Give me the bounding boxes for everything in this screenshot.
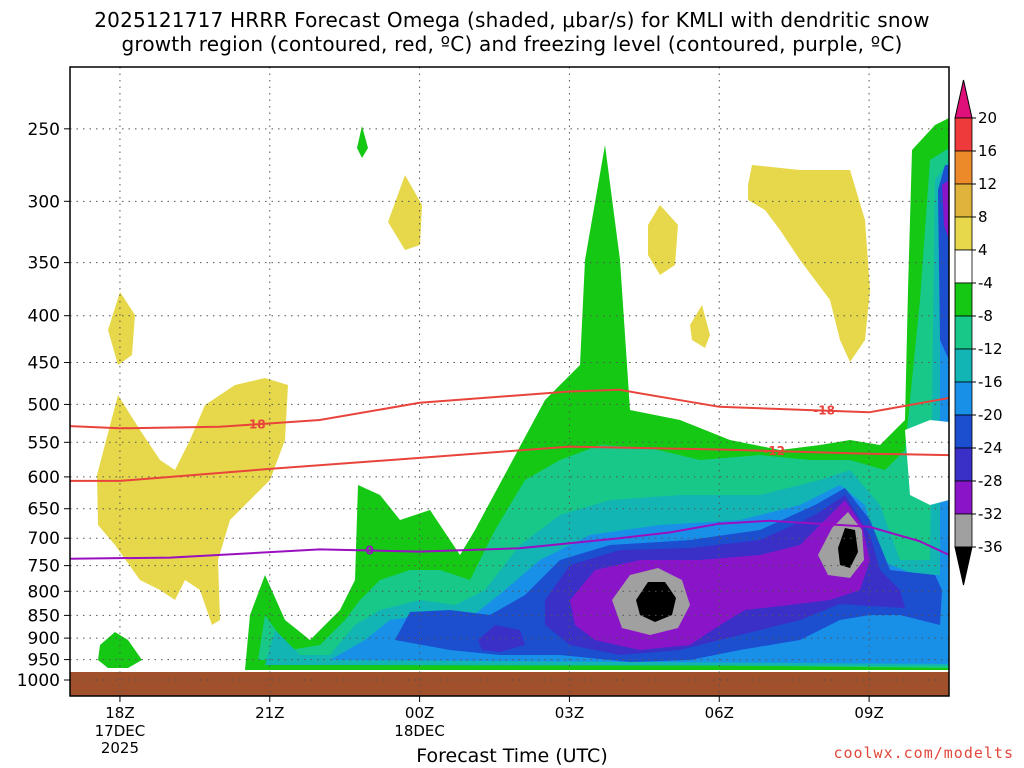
y-tick-label: 450 (28, 354, 60, 374)
omega-region-plus4-left (97, 378, 288, 625)
x-tick-label: 09Z (854, 704, 883, 722)
plot-frame (69, 66, 950, 697)
colorbar-label: 20 (978, 109, 997, 127)
omega-region-plus4-upper-left (108, 292, 135, 365)
x-tick-label: 06Z (705, 704, 734, 722)
omega-region-minus36 (636, 582, 676, 622)
y-tick-label: 1000 (17, 671, 60, 691)
y-tick-label: 700 (28, 529, 60, 549)
y-tick-label: 850 (28, 606, 60, 626)
colorbar-segment (954, 480, 973, 515)
colorbar-label: 16 (978, 142, 997, 160)
omega-region-minus24-small (478, 625, 525, 652)
colorbar-segment (954, 348, 973, 383)
omega-region-minus4-left (98, 632, 142, 668)
colorbar-label: -36 (978, 538, 1003, 556)
credit-text: coolwx.com/modelts (833, 744, 1014, 762)
y-tick-label: 950 (28, 651, 60, 671)
x-tick-sublabel: 18DEC (394, 722, 445, 740)
omega-region-plus4-320 (648, 205, 678, 275)
colorbar-segment (954, 183, 973, 218)
x-tick-label: 21Z (255, 704, 284, 722)
colorbar-segment (954, 249, 973, 284)
dgz-bottom-contour (70, 445, 949, 482)
colorbar-label: -12 (978, 340, 1003, 358)
dgz-top-right-contour-label: -18 (813, 404, 835, 418)
dgz-top-contour (70, 388, 949, 430)
x-axis-title: Forecast Time (UTC) (416, 745, 608, 767)
y-tick-label: 300 (28, 192, 60, 212)
freezing-level-contour (70, 519, 949, 560)
colorbar-segment (954, 381, 973, 416)
grid-lines (70, 67, 949, 696)
chart-title-line-2: growth region (contoured, red, ºC) and f… (121, 32, 903, 56)
colorbar-segment (954, 282, 973, 317)
dgz-bottom-contour-label: -12 (763, 444, 785, 458)
colorbar-label: 12 (978, 175, 997, 193)
x-tick-label: 03Z (555, 704, 584, 722)
omega-region-plus4-400 (690, 305, 710, 348)
colorbar-segment (954, 216, 973, 251)
y-tick-label: 900 (28, 629, 60, 649)
y-axis: 250 300 350 400 450 500 550 600 650 700 750 800 850 9… (17, 120, 70, 691)
y-tick-label: 750 (28, 557, 60, 577)
colorbar: 20 16 12 8 4 -4 -8 -12 -16 -20 -24 -28 -32 -36 (954, 79, 1003, 586)
y-tick-label: 400 (28, 307, 60, 327)
colorbar-segment (954, 414, 973, 449)
colorbar-bottom-arrow (954, 546, 973, 586)
dgz-top-contour-label: -18 (244, 417, 266, 431)
y-tick-label: 800 (28, 582, 60, 602)
y-tick-label: 250 (28, 120, 60, 140)
omega-region-neutral-right (905, 420, 949, 505)
y-tick-label: 650 (28, 500, 60, 520)
x-tick-label: 00Z (405, 704, 434, 722)
ground-surface (70, 672, 949, 696)
colorbar-segment (954, 315, 973, 350)
colorbar-label: 8 (978, 208, 988, 226)
omega-region-minus36-right (838, 528, 858, 568)
colorbar-segment (954, 117, 973, 152)
colorbar-segment (954, 513, 973, 548)
colorbar-label: -32 (978, 505, 1003, 523)
colorbar-label: -24 (978, 439, 1003, 457)
omega-region-minus4-small (357, 126, 368, 158)
freezing-level-contour-label: 0 (365, 543, 373, 557)
colorbar-segment (954, 447, 973, 482)
colorbar-top-arrow (954, 79, 973, 119)
omega-region-plus4-upper-right (748, 165, 870, 362)
omega-region-minus28-top (942, 180, 949, 240)
omega-region-plus4-300 (388, 175, 422, 250)
omega-shading (97, 118, 949, 670)
colorbar-label: 4 (978, 241, 988, 259)
y-tick-label: 500 (28, 395, 60, 415)
colorbar-label: -4 (978, 274, 993, 292)
colorbar-label: -16 (978, 373, 1003, 391)
chart-title-line-1: 2025121717 HRRR Forecast Omega (shaded, … (94, 8, 930, 32)
colorbar-label: -8 (978, 307, 993, 325)
colorbar-segment (954, 150, 973, 185)
y-tick-label: 600 (28, 468, 60, 488)
colorbar-label: -28 (978, 472, 1003, 490)
x-tick-sublabel: 17DEC (95, 722, 146, 740)
y-tick-label: 350 (28, 254, 60, 274)
contour-lines: -18 -18 -12 0 (70, 388, 949, 560)
x-tick-sublabel: 2025 (101, 739, 139, 757)
x-tick-label: 18Z (105, 704, 134, 722)
colorbar-label: -20 (978, 406, 1003, 424)
y-tick-label: 550 (28, 433, 60, 453)
